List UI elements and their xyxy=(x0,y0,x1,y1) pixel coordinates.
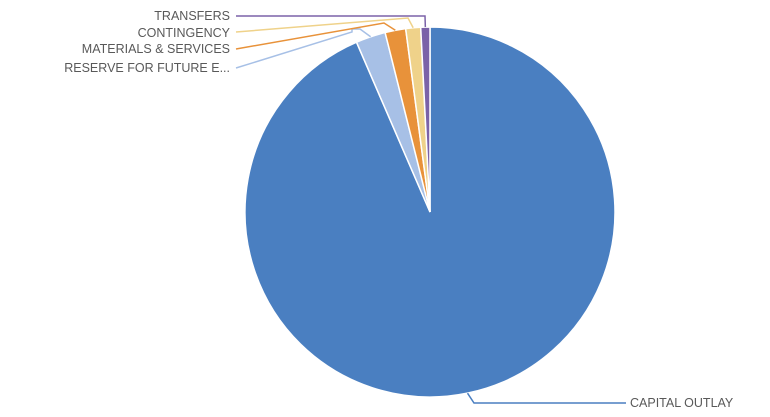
label-contingency: CONTINGENCY xyxy=(138,26,231,40)
leader-line-materials-services xyxy=(235,22,396,50)
leader-line-capital-outlay xyxy=(466,392,626,404)
slice-transfers xyxy=(419,26,431,213)
leader-line-transfers xyxy=(236,15,427,28)
leader-lines-layer xyxy=(235,15,626,404)
label-capital-outlay: CAPITAL OUTLAY xyxy=(630,396,734,410)
label-materials-services: MATERIALS & SERVICES xyxy=(82,42,230,56)
label-reserve: RESERVE FOR FUTURE E... xyxy=(64,61,230,75)
slices-layer xyxy=(244,26,616,398)
leader-line-contingency xyxy=(235,17,414,33)
label-transfers: TRANSFERS xyxy=(154,9,230,23)
labels-layer: CAPITAL OUTLAY RESERVE FOR FUTURE E... MAT… xyxy=(64,9,734,410)
